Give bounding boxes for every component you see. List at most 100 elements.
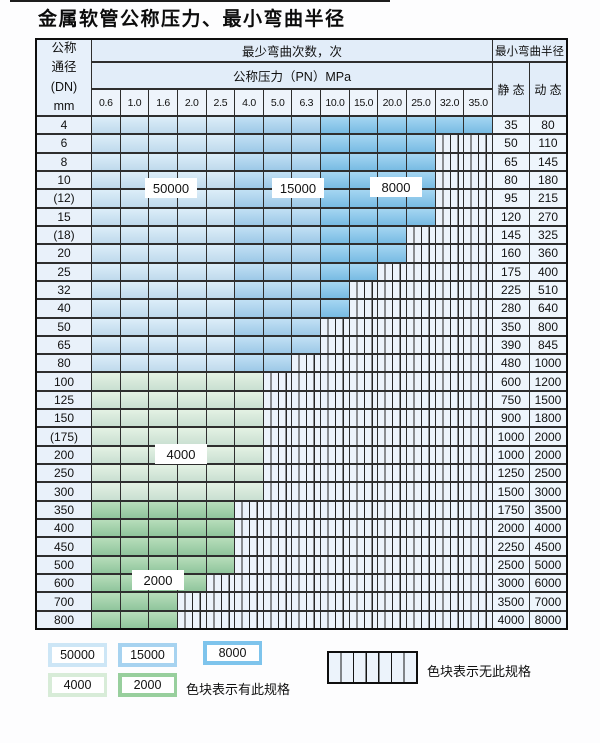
no-spec-cell (378, 355, 407, 372)
spec-cell (149, 208, 177, 225)
spec-cell (149, 373, 177, 390)
no-spec-cell (407, 538, 435, 555)
no-spec-cell (407, 520, 435, 537)
no-spec-cell (464, 538, 492, 555)
spec-cell (321, 281, 349, 299)
no-spec-cell (349, 336, 378, 354)
spec-cell (235, 300, 263, 317)
no-spec-cell (292, 465, 321, 482)
no-spec-cell (435, 373, 464, 390)
spec-cell (149, 538, 177, 555)
spec-cell (378, 208, 407, 225)
spec-cell (92, 171, 120, 189)
no-spec-cell (378, 483, 407, 500)
pressure-tick-6.3: 6.3 (292, 90, 321, 115)
spec-cell (177, 318, 206, 335)
dynamic-value-cell: 510 (529, 281, 566, 299)
no-spec-cell (407, 501, 435, 519)
no-spec-cell (435, 428, 464, 445)
legend-swatch-label: 50000 (51, 647, 104, 663)
pressure-tick-25.0: 25.0 (407, 90, 435, 115)
header-min-bend-cycles: 最少弯曲次数，次 (92, 40, 492, 61)
pressure-tick-10.0: 10.0 (321, 90, 349, 115)
legend-no-spec-text: 色块表示无此规格 (427, 664, 532, 679)
no-spec-cell (321, 556, 349, 574)
no-spec-cell (321, 336, 349, 354)
no-spec-cell (349, 593, 378, 610)
spec-cell (120, 300, 149, 317)
no-spec-cell (464, 410, 492, 427)
spec-cell (206, 153, 235, 170)
spec-cell (235, 117, 263, 134)
pressure-tick-1.6: 1.6 (149, 90, 177, 115)
spec-cell (206, 281, 235, 299)
spec-cell (235, 483, 263, 500)
corner-line-2: 通径 (51, 60, 77, 75)
spec-cell (177, 520, 206, 537)
spec-cell (263, 336, 292, 354)
spec-cell (92, 355, 120, 372)
dynamic-value-cell: 4000 (529, 520, 566, 537)
no-spec-cell (407, 355, 435, 372)
no-spec-cell (235, 556, 263, 574)
spec-cell (120, 245, 149, 262)
static-value-cell: 120 (492, 208, 529, 225)
spec-cell (149, 465, 177, 482)
spec-cell (120, 153, 149, 170)
no-spec-cell (349, 611, 378, 628)
no-spec-cell (407, 281, 435, 299)
spec-cell (92, 538, 120, 555)
no-spec-cell (321, 520, 349, 537)
spec-cell (235, 336, 263, 354)
legend-swatch-label: 15000 (121, 647, 174, 663)
spec-cell (177, 263, 206, 280)
static-value-cell: 145 (492, 226, 529, 244)
no-spec-cell (407, 410, 435, 427)
spec-cell (349, 226, 378, 244)
no-spec-cell (435, 483, 464, 500)
no-spec-cell (235, 575, 263, 592)
no-spec-cell (464, 428, 492, 445)
no-spec-cell (464, 391, 492, 409)
no-spec-cell (321, 538, 349, 555)
spec-cell (149, 300, 177, 317)
legend-swatch-4000: 4000 (48, 673, 107, 697)
header-static: 静 态 (492, 63, 529, 115)
spec-cell (92, 318, 120, 335)
no-spec-cell (464, 336, 492, 354)
no-spec-cell (292, 556, 321, 574)
no-spec-cell (435, 263, 464, 280)
no-spec-cell (321, 410, 349, 427)
no-spec-cell (464, 611, 492, 628)
no-spec-cell (435, 410, 464, 427)
spec-cell (177, 556, 206, 574)
no-spec-cell (464, 135, 492, 152)
no-spec-cell (464, 446, 492, 464)
spec-cell (177, 208, 206, 225)
spec-cell (120, 263, 149, 280)
dynamic-value-cell: 5000 (529, 556, 566, 574)
spec-cell (378, 245, 407, 262)
spec-cell (92, 428, 120, 445)
spec-cell (92, 611, 120, 628)
no-spec-cell (464, 520, 492, 537)
spec-cell (92, 226, 120, 244)
dynamic-value-cell: 3500 (529, 501, 566, 519)
spec-cell (149, 410, 177, 427)
dn-cell: 500 (37, 556, 91, 574)
dynamic-value-cell: 360 (529, 245, 566, 262)
pressure-tick-15.0: 15.0 (349, 90, 378, 115)
legend-has-spec-text: 色块表示有此规格 (186, 682, 291, 697)
static-value-cell: 350 (492, 318, 529, 335)
spec-cell (206, 336, 235, 354)
legend-no-spec-swatch (327, 651, 418, 684)
no-spec-cell (321, 483, 349, 500)
no-spec-cell (378, 593, 407, 610)
spec-cell (235, 171, 263, 189)
spec-cell (407, 208, 435, 225)
spec-cell (149, 263, 177, 280)
no-spec-cell (378, 300, 407, 317)
no-spec-cell (464, 575, 492, 592)
pressure-tick-2.0: 2.0 (177, 90, 206, 115)
